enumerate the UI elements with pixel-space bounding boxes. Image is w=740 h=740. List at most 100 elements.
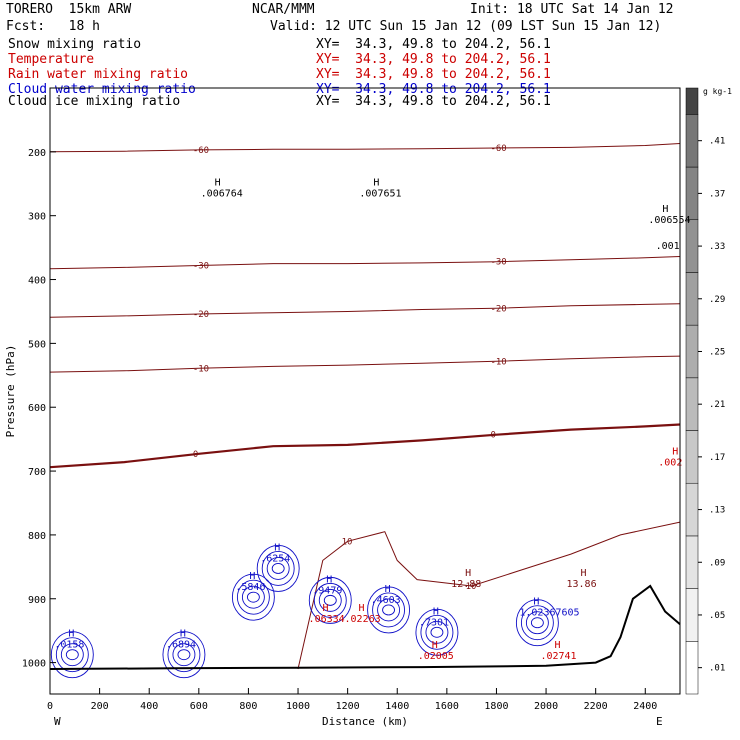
x-tick-label: 1600	[435, 701, 459, 712]
x-tick-label: 2400	[633, 701, 657, 712]
legend-xy-temperature: XY= 34.3, 49.8 to 204.2, 56.1	[316, 52, 551, 67]
rain-max-marker: H	[359, 603, 365, 614]
snow-max-marker: H	[662, 204, 668, 215]
cloud-water-contour	[55, 637, 89, 673]
colorbar-tick-label: .01	[709, 664, 725, 674]
cloud-water-contour	[241, 585, 265, 609]
colorbar-cell	[685, 641, 699, 695]
temperature-max-value: 12.88	[451, 579, 481, 590]
legend-label-cloud-ice: Cloud ice mixing ratio	[8, 94, 181, 109]
cloud-water-contour	[323, 594, 337, 606]
cloud-water-contour	[377, 598, 401, 622]
colorbar-top-cell	[685, 87, 699, 115]
isotherm-line	[49, 256, 681, 270]
temperature-max-value: 13.86	[567, 579, 597, 590]
legend-xy-snow: XY= 34.3, 49.8 to 204.2, 56.1	[316, 37, 551, 52]
cloud-water-max-marker: H	[68, 629, 74, 640]
cloud-water-max-value: 1.02367605	[519, 608, 579, 619]
y-axis-title: Pressure (hPa)	[4, 345, 17, 438]
cloud-water-contour	[271, 562, 285, 574]
terrain-line	[49, 584, 681, 670]
legend-xy-rain: XY= 34.3, 49.8 to 204.2, 56.1	[316, 67, 551, 82]
cloud-water-max-marker: H	[274, 542, 280, 553]
init-time: Init: 18 UTC Sat 14 Jan 12	[470, 2, 674, 17]
y-tick-label: 400	[28, 276, 46, 287]
isotherm-label: 10	[342, 537, 353, 547]
cloud-water-max-value: .6894	[166, 640, 196, 651]
isotherm-label: -30	[193, 261, 209, 271]
cloud-water-contour	[167, 637, 201, 673]
isotherm-label: -30	[490, 258, 506, 268]
cloud-water-max-value: .9479	[312, 585, 342, 596]
colorbar-tick-label: .33	[709, 242, 725, 252]
isotherm-line	[297, 521, 681, 670]
cloud-water-contour	[420, 614, 454, 650]
colorbar-cell	[685, 588, 699, 642]
cloud-water-contour	[177, 649, 191, 661]
colorbar-tick-label: .05	[709, 611, 725, 621]
colorbar-cell	[685, 377, 699, 431]
organization: NCAR/MMM	[252, 2, 315, 17]
rain-max-value: .06334	[309, 614, 345, 625]
cloud-ice-max-value: .001	[656, 241, 680, 252]
x-tick-label: 200	[91, 701, 109, 712]
isotherm-label: -60	[490, 144, 506, 154]
forecast-hour: Fcst: 18 h	[6, 19, 100, 34]
rain-max-value: .02263	[345, 614, 381, 625]
isotherm-label: -10	[490, 357, 506, 367]
cloud-water-max-value: .0158	[54, 640, 84, 651]
valid-time: Valid: 12 UTC Sun 15 Jan 12 (09 LST Sun …	[270, 19, 662, 34]
cloud-water-contour	[415, 608, 459, 656]
rain-max-marker: H	[432, 640, 438, 651]
x-end-label-west: W	[54, 715, 61, 728]
temperature-isotherms: -60 -60 -30 -30 -20 -20 -10 -10 0 0 10 10	[49, 143, 681, 670]
cloud-water-contour	[162, 631, 206, 679]
colorbar-cell	[685, 219, 699, 273]
cloud-water-contour	[520, 605, 554, 641]
x-tick-label: 1400	[385, 701, 409, 712]
cloud-water-contour	[530, 617, 544, 629]
cloud-water-contour	[172, 643, 196, 667]
x-tick-label: 600	[190, 701, 208, 712]
rain-max-marker: H	[554, 640, 560, 651]
cloud-water-contour	[425, 620, 449, 644]
legend-label-cloud-water: Cloud water mixing ratio	[8, 82, 196, 97]
cloud-water-contour	[261, 550, 295, 586]
colorbar-cell	[685, 272, 699, 326]
isotherm-label: -20	[490, 304, 506, 314]
colorbar-cell	[685, 114, 699, 168]
cloud-water-max-value: .4603	[371, 595, 401, 606]
cloud-water-max-marker: H	[385, 584, 391, 595]
isotherm-label: 0	[193, 450, 198, 460]
y-tick-label: 800	[28, 531, 46, 542]
temperature-max-marker: H	[465, 568, 471, 579]
legend-label-snow: Snow mixing ratio	[8, 37, 142, 52]
terrain-profile	[49, 584, 681, 670]
cloud-water-contour	[60, 643, 84, 667]
x-axis-title: Distance (km)	[322, 715, 408, 728]
y-tick-label: 300	[28, 212, 46, 223]
x-tick-label: 800	[239, 701, 257, 712]
cloud-water-contour	[256, 544, 300, 592]
snow-max-marker: H	[373, 177, 379, 188]
isotherm-label: 0	[490, 431, 495, 441]
cloud-water-contour	[430, 626, 444, 638]
y-tick-label: 700	[28, 467, 46, 478]
x-end-label-east: E	[656, 715, 663, 728]
x-tick-label: 1800	[484, 701, 508, 712]
x-tick-label: 1000	[286, 701, 310, 712]
y-tick-label: 600	[28, 403, 46, 414]
cloud-water-contour	[318, 588, 342, 612]
cloud-water-max-marker: H	[249, 571, 255, 582]
colorbar-cell	[685, 482, 699, 537]
snow-max-value: .006554	[648, 215, 690, 226]
cloud-water-max-value: .5846	[235, 582, 265, 593]
snow-max-marker: H	[215, 177, 221, 188]
legend-label-temperature: Temperature	[8, 52, 95, 67]
snow-max-value: .006764	[201, 188, 243, 199]
cloud-water-max-value: .6254	[260, 553, 290, 564]
x-tick-label: 400	[140, 701, 158, 712]
